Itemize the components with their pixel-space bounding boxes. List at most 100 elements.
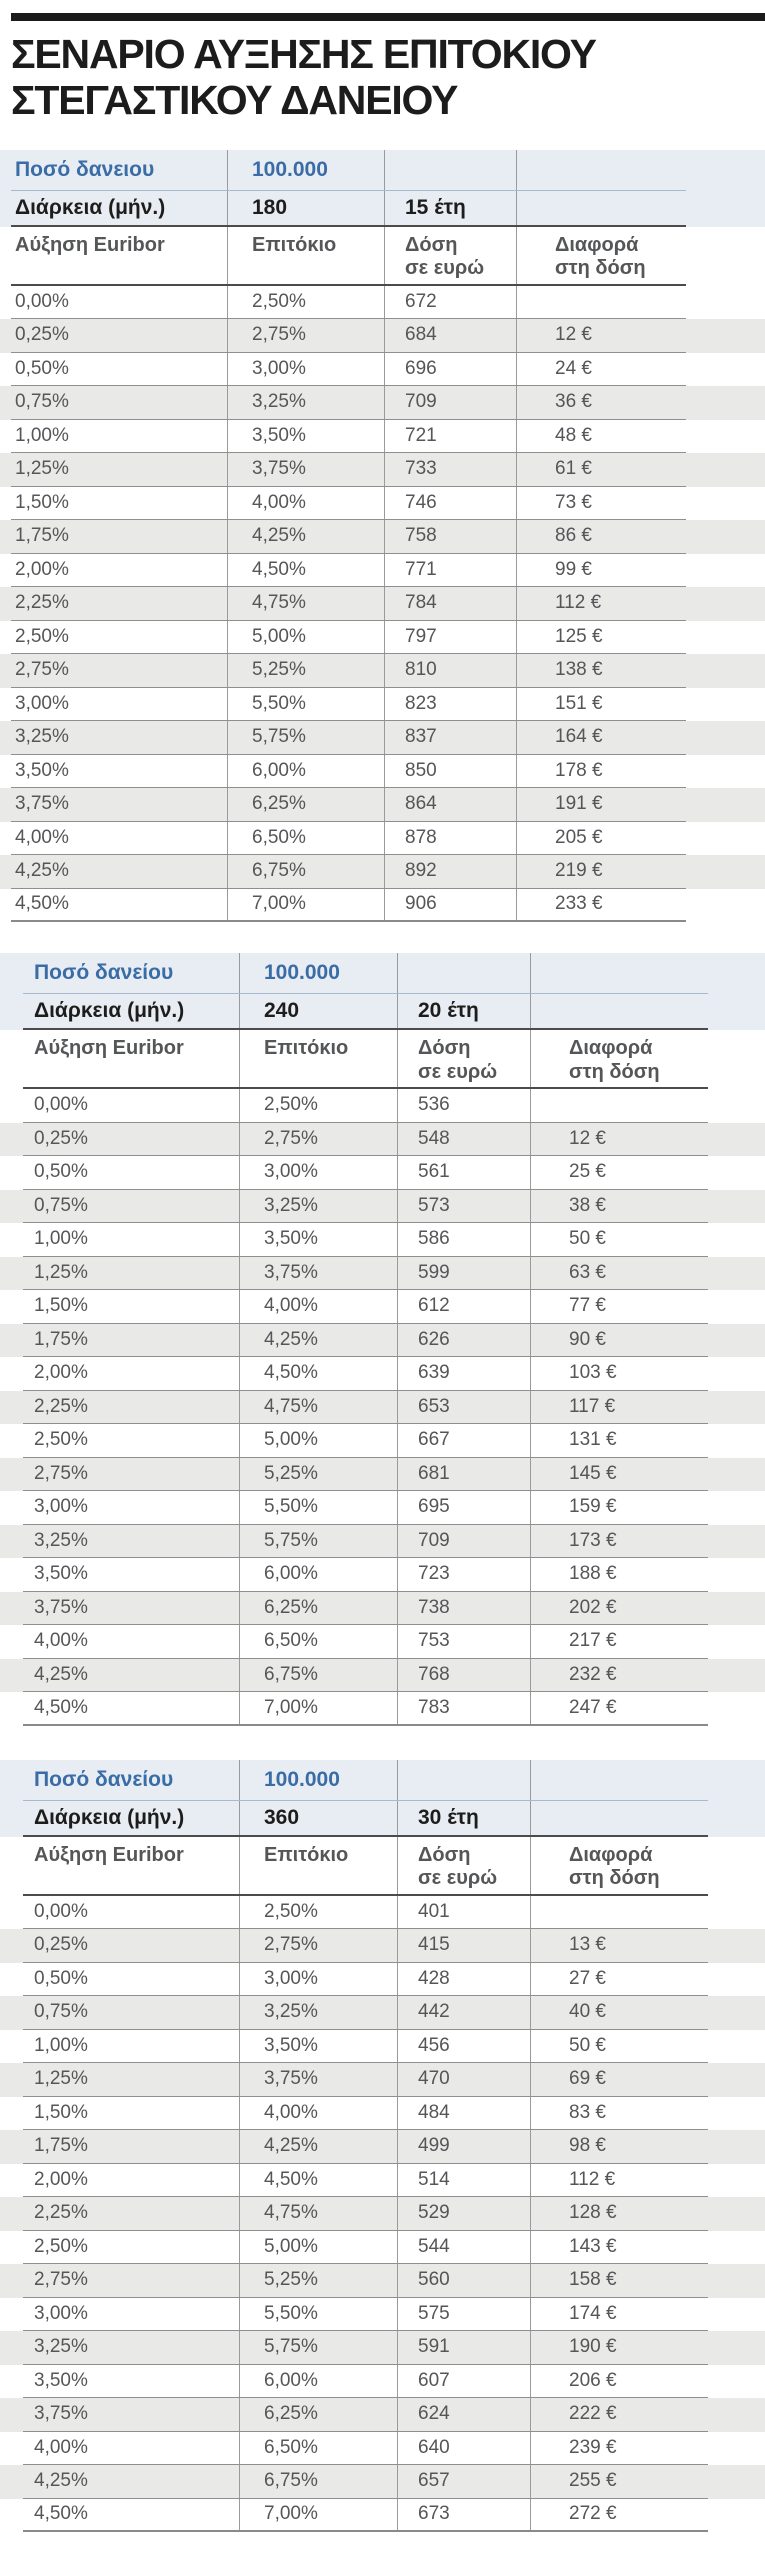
row-inner: 2,50% 5,00% 544 143 €	[23, 2230, 708, 2265]
column-header-installment-difference: Διαφορά στη δόση	[569, 1843, 660, 1890]
cell-interest-rate: 5,00%	[240, 2230, 398, 2264]
row-inner: 0,75% 3,25% 709 36 €	[11, 386, 686, 420]
data-row: 0,50% 3,00% 696 24 €	[0, 352, 765, 387]
cell-installment-difference	[517, 286, 686, 319]
cell-interest-rate: 5,50%	[240, 2297, 398, 2331]
cell-installment-difference: 222 €	[569, 2403, 617, 2425]
page-title: ΣΕΝΑΡΙΟ ΑΥΞΗΣΗΣ ΕΠΙΤΟΚΙΟΥ ΣΤΕΓΑΣΤΙΚΟΥ ΔΑΝ…	[11, 31, 705, 124]
cell-installment-difference: 36 €	[555, 391, 592, 413]
cell-installment-euro: 607	[398, 2364, 531, 2398]
cell-interest-rate: 6,25%	[228, 788, 385, 821]
data-row: 0,75% 3,25% 573 38 €	[0, 1189, 765, 1224]
duration-row: Διάρκεια (μήν.) 360 30 έτη	[0, 1800, 765, 1837]
column-header-installment-euro: Δόση σε ευρώ	[398, 1836, 531, 1894]
row-inner: Αύξηση Euribor Επιτόκιο Δόση σε ευρώ Διαφορ…	[11, 226, 686, 286]
cell-euribor-increase: 1,25%	[11, 453, 228, 486]
cell-installment-euro: 484	[398, 2096, 531, 2130]
data-row: 4,25% 6,75% 657 255 €	[0, 2465, 765, 2499]
cell-euribor-increase: 2,25%	[11, 587, 228, 620]
cell-installment-euro: 810	[385, 654, 517, 687]
cell-installment-difference: 40 €	[569, 2001, 606, 2023]
row-inner: 0,75% 3,25% 442 40 €	[23, 1996, 708, 2030]
cell-interest-rate: 5,75%	[240, 2331, 398, 2364]
duration-months-value: 360	[240, 1800, 398, 1835]
cell-euribor-increase: 3,50%	[11, 754, 228, 788]
cell-installment-difference: 159 €	[569, 1496, 617, 1518]
row-inner: 4,00% 6,50% 640 239 €	[23, 2431, 708, 2466]
cell-euribor-increase: 0,50%	[11, 352, 228, 386]
cell-installment-euro: 591	[398, 2331, 531, 2364]
cell-interest-rate: 5,50%	[240, 1491, 398, 1524]
cell-interest-rate: 2,50%	[240, 1895, 398, 1929]
loan-amount-row: Ποσό δανείου 100.000	[0, 1759, 765, 1801]
row-inner: 1,75% 4,25% 626 90 €	[23, 1323, 708, 1358]
cell-installment-difference: 98 €	[569, 2135, 606, 2157]
cell-installment-euro: 470	[398, 2063, 531, 2096]
row-inner: 3,75% 6,25% 864 191 €	[11, 788, 686, 822]
duration-label: Διάρκεια (μήν.)	[11, 190, 228, 225]
row-inner: 0,00% 2,50% 672	[11, 285, 686, 320]
row-inner: 0,50% 3,00% 561 25 €	[23, 1156, 708, 1190]
cell-interest-rate: 6,50%	[240, 2431, 398, 2465]
cell-installment-euro: 723	[398, 1558, 531, 1591]
cell-installment-difference: 145 €	[569, 1462, 617, 1484]
cell-interest-rate: 6,25%	[240, 2398, 398, 2431]
cell-installment-euro: 673	[398, 2498, 531, 2531]
top-rule	[11, 13, 765, 21]
cell-installment-euro: 536	[398, 1089, 531, 1122]
data-row: 4,25% 6,75% 768 232 €	[0, 1658, 765, 1693]
data-row: 3,25% 5,75% 709 173 €	[0, 1524, 765, 1559]
cell-installment-euro: 681	[398, 1457, 531, 1491]
row-inner: 4,25% 6,75% 768 232 €	[23, 1658, 708, 1693]
cell-installment-difference: 50 €	[569, 1228, 606, 1250]
loan-amount-label: Ποσό δανείου	[23, 953, 240, 994]
cell-interest-rate: 7,00%	[240, 2498, 398, 2531]
data-row: 1,00% 3,50% 456 50 €	[0, 2029, 765, 2064]
cell-installment-euro: 768	[398, 1658, 531, 1692]
cell-interest-rate: 2,75%	[228, 319, 385, 352]
cell-installment-difference: 202 €	[569, 1596, 617, 1618]
empty-cell	[398, 953, 531, 994]
cell-euribor-increase: 2,00%	[23, 1357, 240, 1390]
cell-installment-euro: 784	[385, 587, 517, 620]
cell-installment-difference: 131 €	[569, 1429, 617, 1451]
cell-euribor-increase: 2,50%	[23, 1424, 240, 1457]
data-row: 4,00% 6,50% 753 217 €	[0, 1625, 765, 1659]
row-inner: 1,25% 3,75% 599 63 €	[23, 1256, 708, 1291]
column-header-installment-euro: Δόση σε ευρώ	[385, 226, 517, 284]
row-inner: 3,25% 5,75% 837 164 €	[11, 721, 686, 755]
page: ΣΕΝΑΡΙΟ ΑΥΞΗΣΗΣ ΕΠΙΤΟΚΙΟΥ ΣΤΕΓΑΣΤΙΚΟΥ ΔΑΝ…	[0, 13, 765, 2533]
data-row: 2,75% 5,25% 681 145 €	[0, 1457, 765, 1492]
data-row: 2,00% 4,50% 771 99 €	[0, 553, 765, 588]
column-header-row: Αύξηση Euribor Επιτόκιο Δόση σε ευρώ Διαφορ…	[0, 1030, 765, 1090]
data-row: 0,75% 3,25% 442 40 €	[0, 1996, 765, 2030]
cell-euribor-increase: 1,00%	[23, 2029, 240, 2063]
column-header-interest-rate: Επιτόκιο	[240, 1030, 398, 1088]
cell-installment-difference: 233 €	[555, 893, 603, 915]
cell-installment-difference: 83 €	[569, 2101, 606, 2123]
cell-installment-difference: 272 €	[569, 2503, 617, 2525]
cell-installment-euro: 653	[398, 1390, 531, 1424]
column-header-installment-difference: Διαφορά στη δόση	[555, 233, 646, 280]
cell-installment-difference: 205 €	[555, 826, 603, 848]
empty-cell	[531, 994, 708, 1028]
row-inner: 4,50% 7,00% 783 247 €	[23, 1692, 708, 1726]
data-row: 0,00% 2,50% 672	[0, 285, 765, 320]
row-inner: 4,25% 6,75% 657 255 €	[23, 2465, 708, 2499]
cell-euribor-increase: 0,00%	[11, 285, 228, 319]
cell-installment-difference: 61 €	[555, 458, 592, 480]
cell-interest-rate: 6,75%	[228, 855, 385, 888]
cell-euribor-increase: 0,75%	[23, 1189, 240, 1223]
row-inner: 1,00% 3,50% 456 50 €	[23, 2029, 708, 2064]
cell-euribor-increase: 3,75%	[23, 2398, 240, 2431]
cell-euribor-increase: 4,25%	[23, 2465, 240, 2498]
cell-installment-difference: 48 €	[555, 424, 592, 446]
cell-installment-difference: 151 €	[555, 692, 603, 714]
cell-installment-difference: 13 €	[569, 1934, 606, 1956]
column-header-euribor-increase: Αύξηση Euribor	[23, 1030, 240, 1088]
empty-cell	[531, 953, 708, 993]
row-inner: 2,75% 5,25% 810 138 €	[11, 654, 686, 688]
cell-euribor-increase: 3,25%	[23, 1524, 240, 1558]
cell-installment-euro: 560	[398, 2264, 531, 2297]
cell-euribor-increase: 1,50%	[11, 486, 228, 520]
